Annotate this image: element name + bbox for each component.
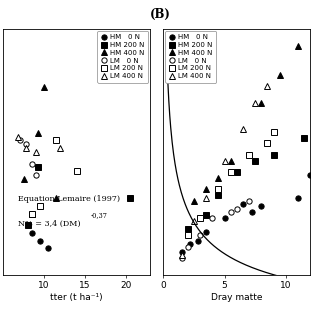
Text: (B): (B) [149,8,171,21]
Text: Equation Lemaire (1997): Equation Lemaire (1997) [18,195,120,203]
Legend: HM   0 N, HM 200 N, HM 400 N, LM   0 N, LM 200 N, LM 400 N: HM 0 N, HM 200 N, HM 400 N, LM 0 N, LM 2… [165,31,216,83]
Text: -0,37: -0,37 [91,211,108,219]
X-axis label: tter (t ha⁻¹): tter (t ha⁻¹) [51,293,103,302]
Text: N% = 3,4 (DM): N% = 3,4 (DM) [18,220,81,228]
Legend: HM   0 N, HM 200 N, HM 400 N, LM   0 N, LM 200 N, LM 400 N: HM 0 N, HM 200 N, HM 400 N, LM 0 N, LM 2… [97,31,148,83]
X-axis label: Dray matte: Dray matte [211,293,262,302]
